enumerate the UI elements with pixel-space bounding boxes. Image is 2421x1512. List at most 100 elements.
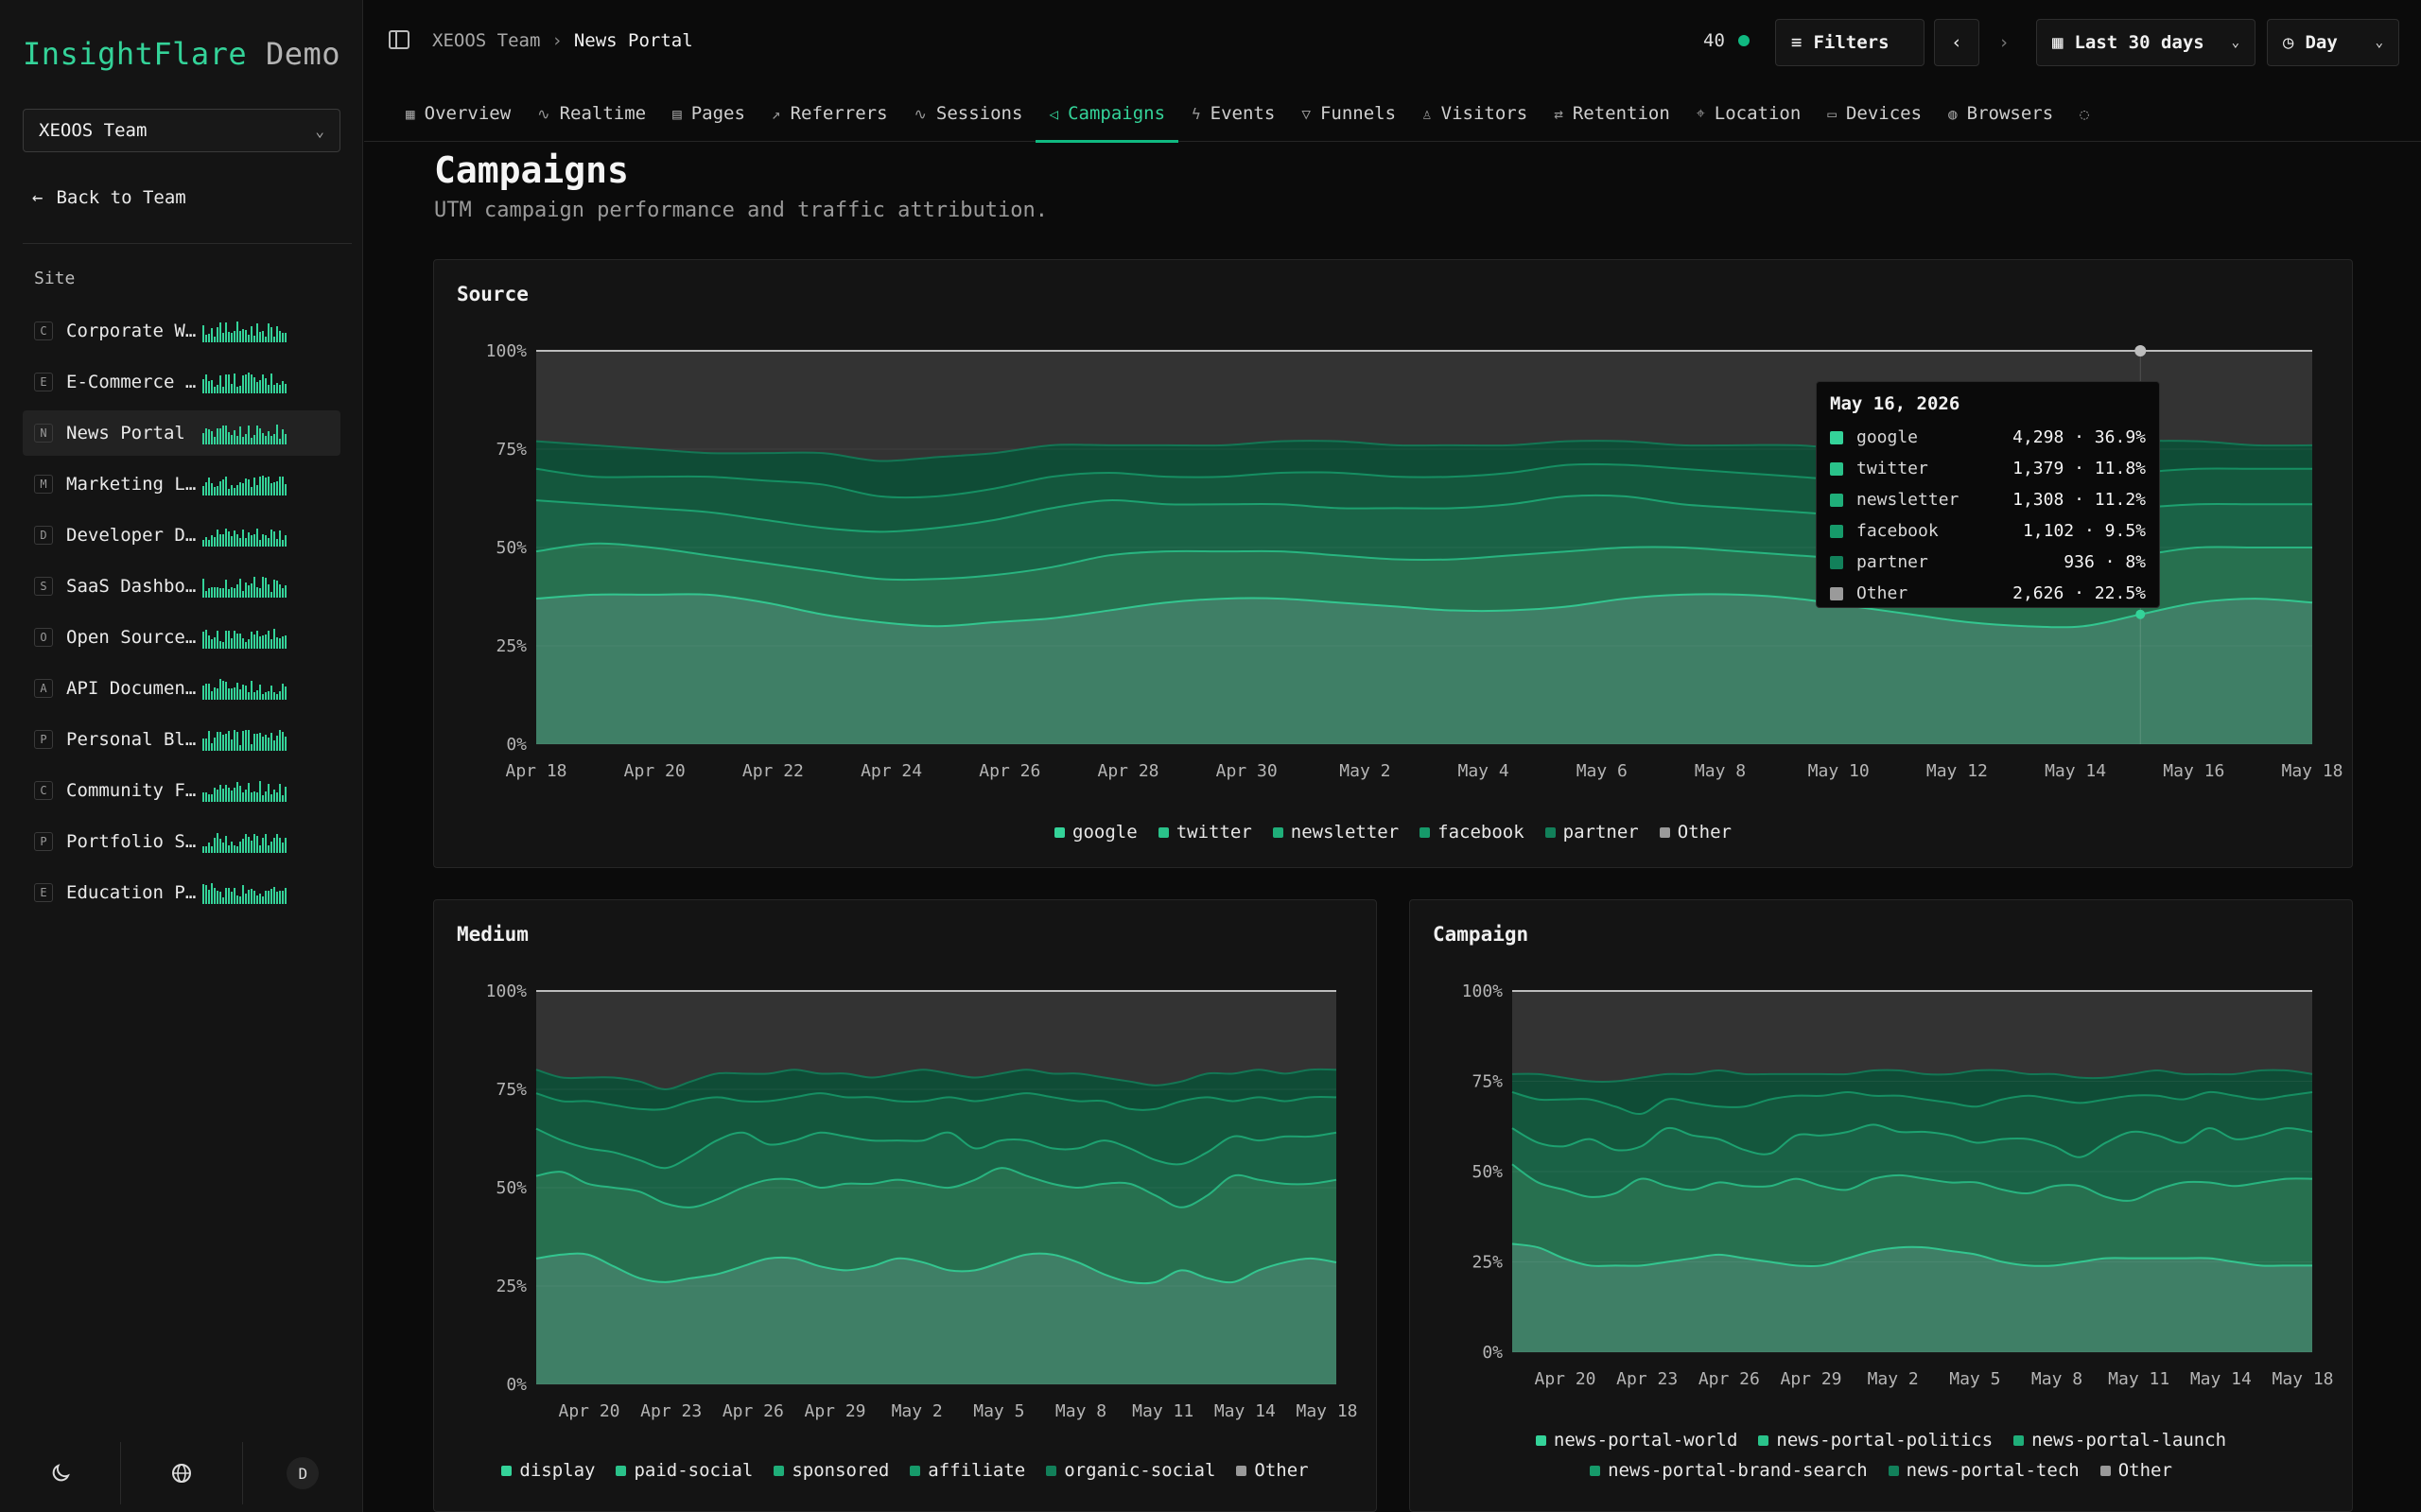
sparkline-bar bbox=[242, 839, 244, 853]
tab-retention[interactable]: ⇄ Retention bbox=[1541, 85, 1683, 142]
legend-item[interactable]: Other bbox=[1659, 822, 1732, 843]
language-button[interactable] bbox=[121, 1442, 243, 1504]
legend-item[interactable]: news-portal-launch bbox=[2013, 1430, 2226, 1451]
brand-logo[interactable]: InsightFlare Demo bbox=[23, 36, 340, 72]
sparkline-bar bbox=[259, 636, 261, 649]
tab-sessions[interactable]: ∿ Sessions bbox=[901, 85, 1036, 142]
sparkline-bar bbox=[211, 846, 213, 853]
sparkline-bar bbox=[282, 381, 284, 393]
series-line-news-portal-tech bbox=[1511, 1069, 2313, 1083]
legend-item[interactable]: google bbox=[1054, 822, 1138, 843]
legend-item[interactable]: display bbox=[501, 1460, 595, 1481]
tooltip-row: newsletter 1,308 · 11.2% bbox=[1830, 484, 2146, 515]
legend-item[interactable]: Other bbox=[2099, 1460, 2172, 1481]
sparkline-bar bbox=[219, 839, 221, 853]
sparkline-bar bbox=[214, 687, 216, 700]
x-tick-label: May 4 bbox=[1458, 761, 1509, 781]
sidebar-site-item[interactable]: P Portfolio S… bbox=[23, 819, 340, 864]
sidebar-toggle-icon[interactable] bbox=[389, 30, 409, 49]
sparkline-bar bbox=[228, 845, 230, 853]
legend-item[interactable]: newsletter bbox=[1272, 822, 1399, 843]
sidebar-site-item[interactable]: A API Documen… bbox=[23, 666, 340, 711]
legend-item[interactable]: paid-social bbox=[616, 1460, 753, 1481]
tab-referrers[interactable]: ↗ Referrers bbox=[758, 85, 901, 142]
sparkline-bar bbox=[211, 743, 213, 751]
legend-item[interactable]: partner bbox=[1544, 822, 1639, 843]
sidebar-site-item[interactable]: M Marketing L… bbox=[23, 461, 340, 507]
sparkline-bar bbox=[236, 534, 238, 547]
sparkline-bar bbox=[268, 477, 270, 495]
sidebar-site-item[interactable]: N News Portal bbox=[23, 410, 340, 456]
sidebar-site-item[interactable]: E E-Commerce … bbox=[23, 359, 340, 405]
sidebar-site-item[interactable]: C Corporate W… bbox=[23, 308, 340, 354]
sparkline-bar bbox=[273, 692, 275, 700]
legend-item[interactable]: Other bbox=[1236, 1460, 1309, 1481]
legend-item[interactable]: facebook bbox=[1420, 822, 1524, 843]
medium-chart-svg[interactable]: 0%25%50%75%100%Apr 20 Apr 23 Apr 26 Apr 29 M… bbox=[434, 900, 1376, 1511]
filters-button[interactable]: ≡ Filters bbox=[1775, 19, 1925, 66]
tab-visitors[interactable]: ♙ Visitors bbox=[1409, 85, 1541, 142]
sparkline-bar bbox=[239, 634, 241, 649]
legend-item[interactable]: affiliate bbox=[910, 1460, 1025, 1481]
sparkline-bar bbox=[265, 478, 267, 495]
tab-realtime[interactable]: ∿ Realtime bbox=[524, 85, 659, 142]
legend-item[interactable]: organic-social bbox=[1046, 1460, 1215, 1481]
tab-overflow[interactable]: ◌ bbox=[2066, 85, 2102, 142]
sidebar: InsightFlare Demo XEOOS Team ⌄ ← Back to… bbox=[0, 0, 363, 1512]
moon-icon bbox=[52, 1464, 70, 1482]
next-period-button[interactable]: › bbox=[1983, 19, 2025, 66]
tab-browsers[interactable]: ◍ Browsers bbox=[1935, 85, 2066, 142]
tab-location[interactable]: ⌖ Location bbox=[1683, 85, 1815, 142]
tab-events[interactable]: ϟ Events bbox=[1178, 85, 1288, 142]
series-line-google bbox=[535, 593, 2313, 629]
date-range-select[interactable]: ▦ Last 30 days ⌄ bbox=[2036, 19, 2256, 66]
sparkline-bar bbox=[236, 485, 238, 495]
prev-period-button[interactable]: ‹ bbox=[1934, 19, 1979, 66]
legend-item[interactable]: sponsored bbox=[774, 1460, 889, 1481]
campaign-chart-svg[interactable]: 0% 25% 50% 75% 100% Apr 20 Apr 23 Apr 26 Apr 29 M… bbox=[1410, 900, 2352, 1511]
sparkline-bar bbox=[219, 534, 221, 547]
tab-pages[interactable]: ▤ Pages bbox=[659, 85, 758, 142]
sparkline-bar bbox=[236, 895, 238, 904]
tab-funnels[interactable]: ▽ Funnels bbox=[1288, 85, 1409, 142]
tab-campaigns[interactable]: ◁ Campaigns bbox=[1036, 85, 1178, 143]
megaphone-icon: ◁ bbox=[1049, 104, 1059, 123]
back-to-team-link[interactable]: ← Back to Team bbox=[32, 187, 186, 208]
sidebar-site-item[interactable]: S SaaS Dashbo… bbox=[23, 564, 340, 609]
legend-item[interactable]: news-portal-world bbox=[1535, 1430, 1737, 1451]
legend-swatch bbox=[2013, 1434, 2025, 1446]
y-tick-label: 0% bbox=[1482, 1343, 1503, 1363]
sparkline-bar bbox=[245, 538, 247, 547]
sparkline-bar bbox=[259, 380, 261, 393]
interval-select[interactable]: ◷ Day ⌄ bbox=[2267, 19, 2399, 66]
legend-item[interactable]: news-portal-brand-search bbox=[1590, 1460, 1868, 1481]
tab-devices[interactable]: ▭ Devices bbox=[1814, 85, 1935, 142]
sparkline-bar bbox=[270, 374, 272, 393]
sparkline-bar bbox=[253, 577, 255, 598]
legend-item[interactable]: news-portal-tech bbox=[1888, 1460, 2080, 1481]
sparkline-bar bbox=[273, 531, 275, 547]
sparkline-bar bbox=[217, 587, 218, 598]
legend-item[interactable]: news-portal-politics bbox=[1758, 1430, 1993, 1451]
legend-label: Other bbox=[1677, 822, 1732, 843]
x-tick-label: May 14 bbox=[2045, 761, 2106, 781]
user-menu-button[interactable]: D bbox=[243, 1442, 363, 1504]
sidebar-site-item[interactable]: D Developer D… bbox=[23, 513, 340, 558]
sidebar-site-item[interactable]: C Community F… bbox=[23, 768, 340, 813]
sparkline-bar bbox=[262, 374, 264, 393]
sparkline-bar bbox=[239, 842, 241, 853]
sidebar-site-item[interactable]: E Education P… bbox=[23, 870, 340, 915]
tab-overview[interactable]: ▦ Overview bbox=[392, 85, 524, 142]
site-badge: O bbox=[34, 628, 53, 647]
team-select[interactable]: XEOOS Team ⌄ bbox=[23, 109, 340, 152]
theme-toggle-button[interactable] bbox=[0, 1442, 122, 1504]
sidebar-site-item[interactable]: O Open Source… bbox=[23, 615, 340, 660]
sidebar-site-item[interactable]: P Personal Bl… bbox=[23, 717, 340, 762]
breadcrumb-team[interactable]: XEOOS Team bbox=[432, 30, 541, 51]
file-icon: ▤ bbox=[672, 104, 682, 123]
sparkline-bar bbox=[219, 428, 221, 444]
legend-item[interactable]: twitter bbox=[1158, 822, 1252, 843]
sparkline-bar bbox=[285, 686, 287, 700]
globe-icon: ◍ bbox=[1948, 104, 1958, 123]
sparkline-bar bbox=[256, 426, 258, 444]
